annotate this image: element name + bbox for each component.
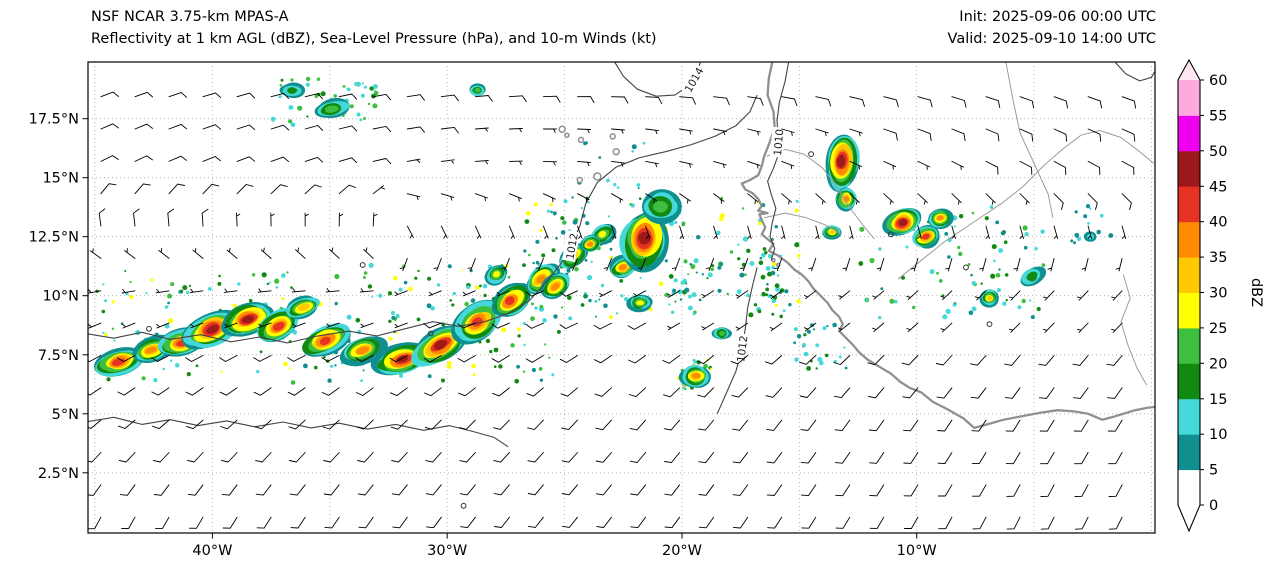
pressure-contours [88,62,1155,448]
svg-text:15°N: 15°N [42,171,79,187]
svg-text:20°W: 20°W [662,543,702,559]
colorbar-tick-label: 45 [1209,179,1227,195]
x-axis-labels: 40°W 30°W 20°W 10°W [192,543,936,559]
colorbar-tick-label: 20 [1209,356,1227,372]
svg-text:7.5°N: 7.5°N [38,348,79,364]
colorbar-tick-label: 25 [1209,321,1227,337]
y-axis [82,118,88,474]
colorbar: 0 5 10 15 20 25 30 35 40 45 50 55 60 dBZ [1177,58,1264,533]
colorbar-tick-label: 10 [1209,427,1227,443]
coastline [740,62,1155,430]
init-time: Init: 2025-09-06 00:00 UTC [959,9,1156,25]
colorbar-tick-label: 30 [1209,286,1227,302]
svg-text:30°W: 30°W [427,543,467,559]
svg-text:2.5°N: 2.5°N [38,466,79,482]
map-frame [87,61,1156,534]
colorbar-tick-label: 15 [1209,392,1227,408]
x-axis [211,533,918,539]
colorbar-tick-label: 60 [1209,73,1227,89]
colorbar-tick-label: 5 [1209,463,1218,479]
colorbar-tick-label: 0 [1209,498,1218,514]
svg-text:1010: 1010 [772,129,786,157]
svg-text:17.5°N: 17.5°N [29,112,79,128]
svg-text:10°W: 10°W [897,543,937,559]
contour-label: 1012 [562,230,581,263]
reflectivity-echoes [94,82,1097,388]
reflectivity-speckles [95,76,1114,391]
wind-barbs [88,91,1137,530]
contour-label: 1010 [769,126,786,158]
svg-text:5°N: 5°N [52,407,79,423]
y-axis-labels: 17.5°N 15°N 12.5°N 10°N 7.5°N 5°N 2.5°N [29,112,79,482]
contour-label: 1012 [733,333,750,365]
svg-text:1012: 1012 [564,232,580,260]
calm-wind-circles [146,151,993,509]
svg-text:40°W: 40°W [192,543,232,559]
colorbar-tick-label: 40 [1209,215,1227,231]
rivers-borders [763,62,1155,386]
valid-time: Valid: 2025-09-10 14:00 UTC [947,31,1156,47]
svg-text:12.5°N: 12.5°N [29,230,79,246]
colorbar-tick-label: 50 [1209,144,1227,160]
colorbar-units-label: dBZ [1248,278,1264,307]
model-title: NSF NCAR 3.75-km MPAS-A [91,9,289,25]
svg-text:10°N: 10°N [42,289,79,305]
colorbar-tick-label: 35 [1209,250,1227,266]
colorbar-tick-label: 55 [1209,108,1227,124]
plot-subtitle: Reflectivity at 1 km AGL (dBZ), Sea-Leve… [91,31,657,47]
